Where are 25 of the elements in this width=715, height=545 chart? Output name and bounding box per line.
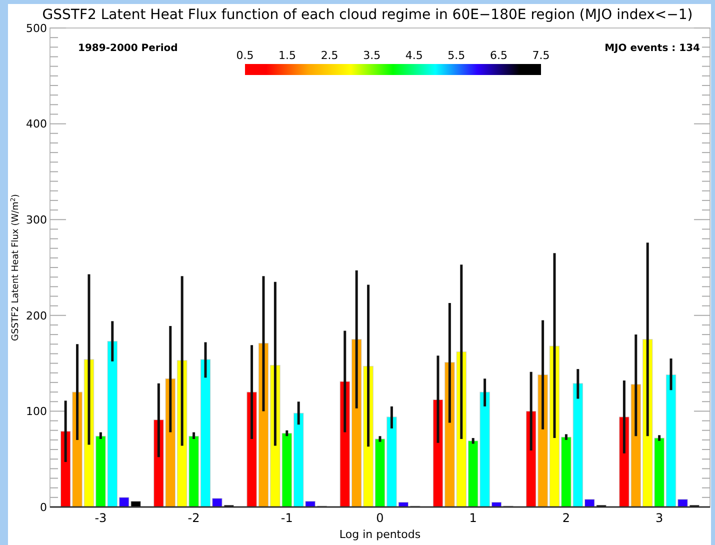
y-tick-label: 300 [26,213,47,226]
annotation: 1989-2000 Period [78,43,178,54]
annotation: 2.5 [320,49,338,62]
x-tick-label: -2 [188,511,200,525]
x-tick-label: 1 [469,511,477,525]
annotation: 6.5 [490,49,508,62]
annotation: MJO events : 134 [604,43,700,54]
x-tick-label: 3 [655,511,664,525]
y-tick-label: 100 [26,405,47,418]
y-tick-label: 200 [26,309,47,322]
chart-title: GSSTF2 Latent Heat Flux function of each cloud regime in 60E−180E region (MJO index<−1) [42,7,693,23]
y-tick-label: 400 [26,118,47,131]
y-tick-label: 500 [26,22,47,35]
annotation: 4.5 [405,49,423,62]
x-tick-label: -1 [280,511,293,525]
x-tick-label: 2 [562,511,570,525]
x-tick-label: 0 [376,511,384,525]
y-tick-label: 0 [40,500,47,514]
x-tick-label: -3 [94,511,107,525]
annotation: 3.5 [363,49,381,62]
annotation: 0.5 [236,49,254,62]
annotation: 7.5 [532,49,550,62]
x-axis-title: Log in pentods [339,528,421,541]
annotation: 5.5 [448,49,466,62]
annotation: 1.5 [278,49,296,62]
